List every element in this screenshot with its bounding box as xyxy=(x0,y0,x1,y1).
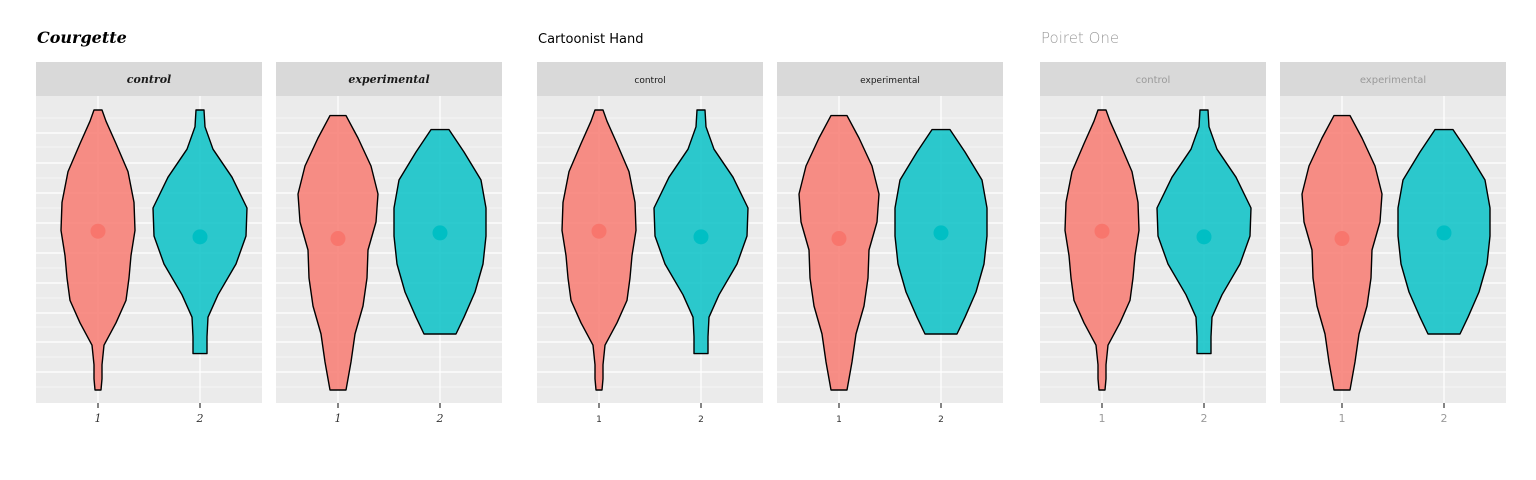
mean-point-control-1 xyxy=(591,223,607,239)
mean-point-control-2 xyxy=(1196,229,1212,245)
facet-strip xyxy=(276,62,502,96)
facet-strip xyxy=(1040,62,1266,96)
x-tick-label: 2 xyxy=(1201,412,1208,425)
violin-control-1 xyxy=(561,109,637,391)
mean-point-experimental-1 xyxy=(831,231,847,247)
facet-strip-label: control xyxy=(127,73,171,86)
mean-point-control-1 xyxy=(1094,223,1110,239)
mean-point-experimental-1 xyxy=(330,231,346,247)
mean-point-control-2 xyxy=(192,229,208,245)
x-tick-label: 1 xyxy=(335,412,342,425)
facet-panel-experimental: experimental 1 2 xyxy=(1280,62,1506,425)
x-tick-label: 1 xyxy=(1339,412,1346,425)
facet-strip-label: experimental xyxy=(348,73,429,86)
x-tick-label: 1 xyxy=(1099,412,1106,425)
x-tick-label: 2 xyxy=(698,415,704,425)
violin-experimental-1 xyxy=(798,114,880,391)
x-tick-label: 2 xyxy=(196,412,204,425)
x-tick-label: 1 xyxy=(596,415,602,425)
x-tick-label: 2 xyxy=(1441,412,1448,425)
violin-experimental-1 xyxy=(297,114,379,391)
chart-title: Courgette xyxy=(37,28,127,47)
chart-title: Cartoonist Hand xyxy=(538,32,643,47)
mean-point-control-1 xyxy=(90,223,106,239)
facet-panel-experimental: experimental 1 2 xyxy=(777,62,1003,425)
facet-strip xyxy=(537,62,763,96)
mean-point-experimental-2 xyxy=(432,225,448,241)
chart-group-3: Poiret One control 1 2 experimental 1 2 xyxy=(1040,29,1506,425)
facet-strip-label: control xyxy=(1136,75,1171,86)
mean-point-experimental-2 xyxy=(1436,225,1452,241)
facet-panel-control: control 1 2 xyxy=(1040,62,1266,425)
facet-strip xyxy=(777,62,1003,96)
violin-control-1 xyxy=(1064,109,1140,391)
x-tick-label: 2 xyxy=(436,412,444,425)
x-tick-label: 1 xyxy=(836,415,842,425)
chart-group-2: Cartoonist Hand control 1 2 experimental 1 2 xyxy=(537,32,1003,425)
x-tick-label: 2 xyxy=(938,415,944,425)
facet-strip xyxy=(1280,62,1506,96)
facet-strip xyxy=(36,62,262,96)
mean-point-experimental-1 xyxy=(1334,231,1350,247)
mean-point-control-2 xyxy=(693,229,709,245)
facet-strip-label: experimental xyxy=(1360,75,1426,86)
facet-panel-experimental: experimental 1 2 xyxy=(276,62,502,425)
facet-panel-control: control 1 2 xyxy=(36,62,262,425)
facet-panel-control: control 1 2 xyxy=(537,62,763,425)
chart-group-1: Courgette control 1 2 experimental 1 2 xyxy=(36,28,502,425)
x-tick-label: 1 xyxy=(95,412,102,425)
mean-point-experimental-2 xyxy=(933,225,949,241)
chart-title: Poiret One xyxy=(1041,29,1119,47)
violin-control-1 xyxy=(60,109,136,391)
facet-strip-label: experimental xyxy=(860,76,920,86)
facet-strip-label: control xyxy=(634,76,665,86)
violin-experimental-1 xyxy=(1301,114,1383,391)
